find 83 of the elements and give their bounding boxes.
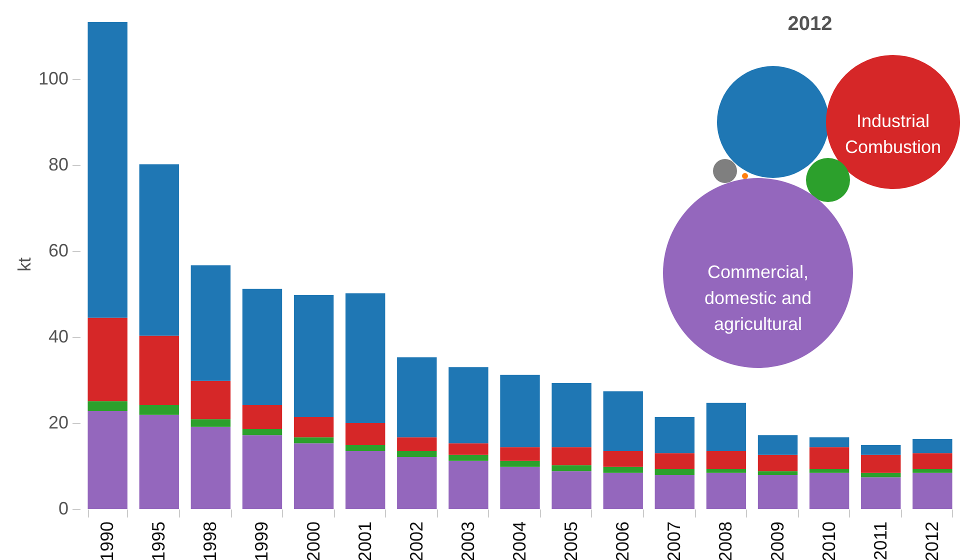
bar xyxy=(706,450,746,470)
bar xyxy=(809,437,850,448)
bar xyxy=(861,472,901,478)
y-tick-label: 20 xyxy=(48,412,68,433)
bar xyxy=(345,293,386,424)
bar xyxy=(242,288,282,405)
bar xyxy=(758,435,798,455)
bar xyxy=(190,380,231,420)
y-tick-label: 60 xyxy=(48,240,68,261)
bar xyxy=(758,454,798,472)
bar xyxy=(139,336,179,405)
bar xyxy=(654,453,695,470)
bar xyxy=(603,466,643,473)
bar xyxy=(88,401,128,411)
bar xyxy=(758,471,798,476)
bar xyxy=(190,426,231,509)
bar xyxy=(294,437,334,444)
bar xyxy=(88,22,128,318)
bar xyxy=(500,447,540,461)
bar xyxy=(706,469,746,473)
bar xyxy=(552,471,592,509)
bar xyxy=(448,367,488,444)
bar xyxy=(552,465,592,472)
bar xyxy=(500,460,540,467)
bar xyxy=(706,472,746,509)
x-tick-label: 1995 xyxy=(148,522,169,560)
bar xyxy=(552,447,592,466)
bar xyxy=(654,417,695,454)
bar xyxy=(603,450,643,467)
bar xyxy=(706,402,746,451)
bar xyxy=(139,164,179,336)
bar xyxy=(654,469,695,476)
bar xyxy=(242,404,282,430)
bar xyxy=(345,444,386,451)
bar xyxy=(242,435,282,509)
annotation: Commercial, domestic and agricultural xyxy=(704,262,812,334)
x-tick-label: 1990 xyxy=(97,522,118,560)
bar xyxy=(809,469,850,473)
bar xyxy=(500,466,540,509)
bar xyxy=(912,472,952,509)
y-tick-label: 0 xyxy=(58,498,68,518)
bar xyxy=(448,460,488,509)
bar xyxy=(397,437,437,451)
y-tick-label: 100 xyxy=(38,68,68,89)
bar xyxy=(654,475,695,509)
bar xyxy=(294,443,334,509)
bar xyxy=(190,265,231,381)
bar xyxy=(912,438,952,454)
bar xyxy=(809,472,850,509)
bar xyxy=(294,417,334,438)
bar xyxy=(190,419,231,427)
bar xyxy=(448,443,488,455)
bar xyxy=(397,450,437,457)
bar xyxy=(861,454,901,473)
bar xyxy=(861,477,901,509)
bar xyxy=(809,447,850,470)
bar xyxy=(345,423,386,445)
bar xyxy=(448,454,488,461)
x-tick-label: 2011 xyxy=(870,522,890,560)
bar xyxy=(397,357,437,438)
bar xyxy=(345,450,386,509)
y-axis-title: kt xyxy=(14,257,34,272)
x-tick-label: 1999 xyxy=(252,522,272,560)
bar xyxy=(603,472,643,509)
x-tick-label: 1998 xyxy=(200,522,220,560)
text: 2012 xyxy=(788,13,832,35)
bar xyxy=(603,391,643,451)
bar xyxy=(758,475,798,509)
bar xyxy=(912,453,952,470)
bar xyxy=(500,374,540,448)
bar xyxy=(912,469,952,473)
bar xyxy=(139,404,179,415)
y-tick-label: 40 xyxy=(48,326,68,347)
annotation: Industrial Combustion xyxy=(844,111,942,157)
bar xyxy=(139,414,179,509)
bar xyxy=(88,318,128,402)
bar xyxy=(552,383,592,448)
y-tick-label: 80 xyxy=(48,154,68,175)
bar xyxy=(294,294,334,418)
bar xyxy=(861,444,901,455)
bar xyxy=(88,411,128,509)
bar xyxy=(242,429,282,436)
bar xyxy=(397,456,437,509)
